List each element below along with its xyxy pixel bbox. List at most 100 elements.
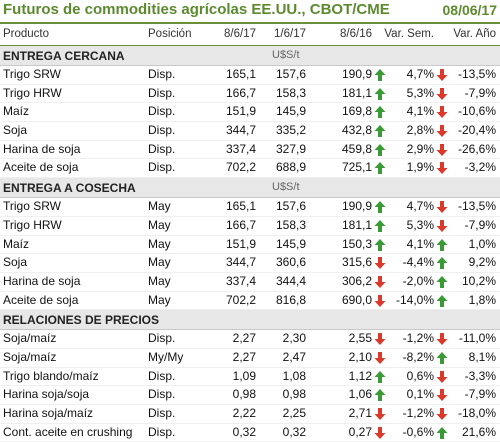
cell-producto: Harina soja/maíz — [3, 406, 94, 420]
arrow-down-icon — [436, 162, 448, 175]
cell-var-anio: 10,2% — [461, 273, 496, 288]
arrow-down-icon — [374, 408, 386, 420]
cell-posicion: May — [148, 273, 171, 288]
cell-producto: Soja/maíz — [3, 331, 57, 346]
arrow-up-icon — [374, 69, 386, 81]
cell-date-2: 1,08 — [282, 368, 306, 383]
arrow-down-icon — [436, 125, 448, 138]
arrow-up-icon — [436, 351, 448, 364]
table-row: Cont. aceite en crushing Disp. 0,32 0,32 0,2… — [0, 424, 500, 442]
arrow-up-icon — [436, 257, 448, 270]
cell-var-sem: 4,1% — [406, 104, 434, 119]
arrow-up-icon — [374, 143, 386, 156]
col-header-var-anio: Var. Año — [453, 28, 496, 40]
cell-producto: Trigo HRW — [3, 85, 62, 100]
cell-producto: Trigo blando/maíz — [3, 368, 99, 383]
cell-date-1: 2,22 — [232, 406, 256, 420]
cell-posicion: Disp. — [148, 368, 176, 383]
cell-var-anio: -26,6% — [457, 141, 496, 156]
cell-date-3: 0,27 — [348, 424, 372, 439]
cell-var-anio: -3,3% — [464, 368, 496, 383]
cell-posicion: Disp. — [148, 141, 176, 156]
cell-producto: Cont. aceite en crushing — [3, 424, 133, 439]
cell-date-2: 2,25 — [282, 406, 306, 420]
cell-date-1: 1,09 — [232, 368, 256, 383]
arrow-up-icon — [374, 201, 386, 214]
arrow-up-icon — [436, 294, 448, 307]
table-row: Harina soja/maíz Disp. 2,22 2,25 2,71 -1,2% -1… — [0, 405, 500, 424]
cell-date-3: 459,8 — [341, 141, 372, 156]
cell-var-sem: -8,2% — [402, 349, 434, 364]
cell-date-3: 169,8 — [341, 104, 372, 119]
arrow-down-icon — [436, 408, 448, 420]
section-unit: U$S/t — [272, 181, 300, 194]
cell-var-anio: -10,6% — [457, 104, 496, 119]
cell-date-1: 165,1 — [225, 199, 256, 214]
cell-date-3: 181,1 — [341, 85, 372, 100]
cell-var-sem: -4,4% — [402, 255, 434, 270]
table-row: Aceite de soja Disp. 702,2 688,9 725,1 1,9% -3… — [0, 159, 500, 179]
cell-posicion: May — [148, 236, 171, 251]
cell-var-anio: -7,9% — [464, 387, 496, 402]
table-row: Trigo HRW Disp. 166,7 158,3 181,1 5,3% -7,9% — [0, 85, 500, 104]
cell-date-2: 2,30 — [282, 331, 306, 346]
col-header-date-3: 8/6/16 — [340, 28, 372, 40]
arrow-down-icon — [374, 351, 386, 364]
arrow-up-icon — [374, 87, 386, 100]
cell-posicion: Disp. — [148, 67, 176, 81]
title-bar: Futuros de commodities agrícolas EE.UU.,… — [0, 0, 500, 24]
cell-var-anio: 1,8% — [468, 292, 496, 307]
cell-producto: Maíz — [3, 104, 30, 119]
cell-date-2: 344,4 — [275, 273, 306, 288]
col-header-producto: Producto — [3, 28, 50, 40]
cell-posicion: Disp. — [148, 104, 176, 119]
cell-var-anio: -7,9% — [464, 85, 496, 100]
cell-var-anio: 8,1% — [468, 349, 496, 364]
arrow-up-icon — [374, 238, 386, 251]
table-row: Soja May 344,7 360,6 315,6 -4,4% 9,2% — [0, 254, 500, 273]
cell-date-1: 702,2 — [225, 292, 256, 307]
cell-date-3: 190,9 — [341, 199, 372, 214]
cell-date-2: 688,9 — [275, 160, 306, 175]
table-row: Trigo SRW Disp. 165,1 157,6 190,9 4,7% -13,5% — [0, 66, 500, 85]
arrow-up-icon — [436, 275, 448, 288]
cell-var-sem: 0,6% — [406, 368, 434, 383]
col-header-posicion: Posición — [148, 28, 192, 40]
cell-date-1: 166,7 — [225, 85, 256, 100]
cell-var-sem: 1,9% — [406, 160, 434, 175]
col-header-var-sem: Var. Sem. — [384, 28, 434, 40]
cell-date-2: 0,98 — [282, 387, 306, 402]
cell-date-3: 2,71 — [348, 406, 372, 420]
cell-date-1: 337,4 — [225, 273, 256, 288]
page-title: Futuros de commodities agrícolas EE.UU.,… — [3, 1, 390, 18]
cell-var-sem: 0,1% — [406, 387, 434, 402]
cell-date-1: 344,7 — [225, 123, 256, 138]
arrow-up-icon — [374, 219, 386, 232]
cell-date-2: 335,2 — [275, 123, 306, 138]
section-title: RELACIONES DE PRECIOS — [3, 313, 160, 328]
section-unit: U$S/t — [272, 49, 300, 61]
arrow-up-icon — [436, 238, 448, 251]
cell-var-sem: -2,0% — [402, 273, 434, 288]
cell-date-3: 2,55 — [348, 331, 372, 346]
table-row: Harina de soja Disp. 337,4 327,9 459,8 2,9% -2… — [0, 141, 500, 160]
cell-var-sem: 2,9% — [406, 141, 434, 156]
cell-var-sem: -0,6% — [402, 424, 434, 439]
arrow-down-icon — [436, 389, 448, 402]
cell-posicion: Disp. — [148, 160, 176, 175]
table-row: Soja Disp. 344,7 335,2 432,8 2,8% -20,4% — [0, 122, 500, 141]
cell-posicion: May — [148, 255, 171, 270]
cell-date-3: 1,06 — [348, 387, 372, 402]
cell-date-1: 166,7 — [225, 217, 256, 232]
cell-producto: Harina soja/soja — [3, 387, 90, 402]
cell-date-1: 151,9 — [225, 104, 256, 119]
arrow-down-icon — [436, 69, 448, 81]
section-header: ENTREGA A COSECHA U$S/t — [0, 178, 500, 199]
cell-var-sem: -1,2% — [402, 331, 434, 346]
cell-date-2: 2,47 — [282, 349, 306, 364]
cell-var-anio: -13,5% — [457, 67, 496, 81]
cell-var-sem: 4,7% — [406, 67, 434, 81]
table-row: Trigo blando/maíz Disp. 1,09 1,08 1,12 0,6% -3… — [0, 368, 500, 387]
table-row: Trigo HRW May 166,7 158,3 181,1 5,3% -7,9% — [0, 217, 500, 236]
